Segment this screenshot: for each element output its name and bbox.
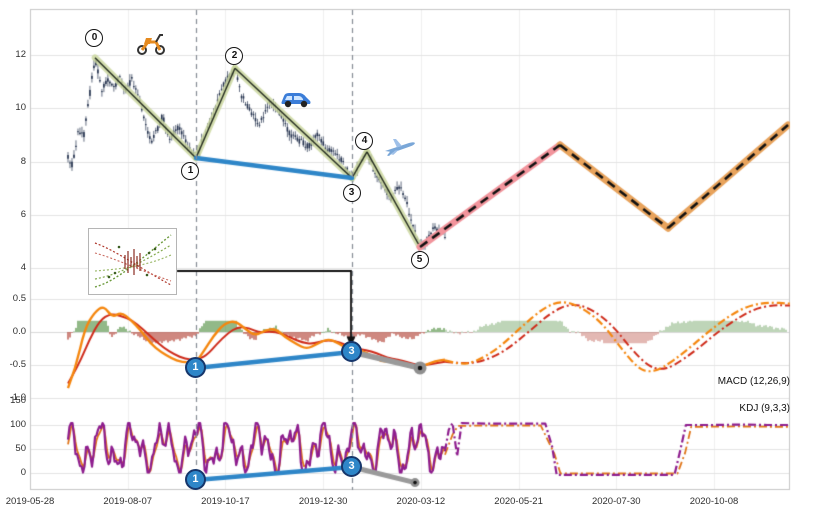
inset-thumbnail xyxy=(88,228,177,295)
plane-icon xyxy=(383,135,417,161)
inset-mini-chart xyxy=(94,234,172,288)
car-icon xyxy=(279,88,313,110)
scooter-icon xyxy=(136,30,166,56)
macd-panel-label: MACD (12,26,9) xyxy=(717,376,790,387)
kdj-panel-label: KDJ (9,3,3) xyxy=(739,403,790,414)
